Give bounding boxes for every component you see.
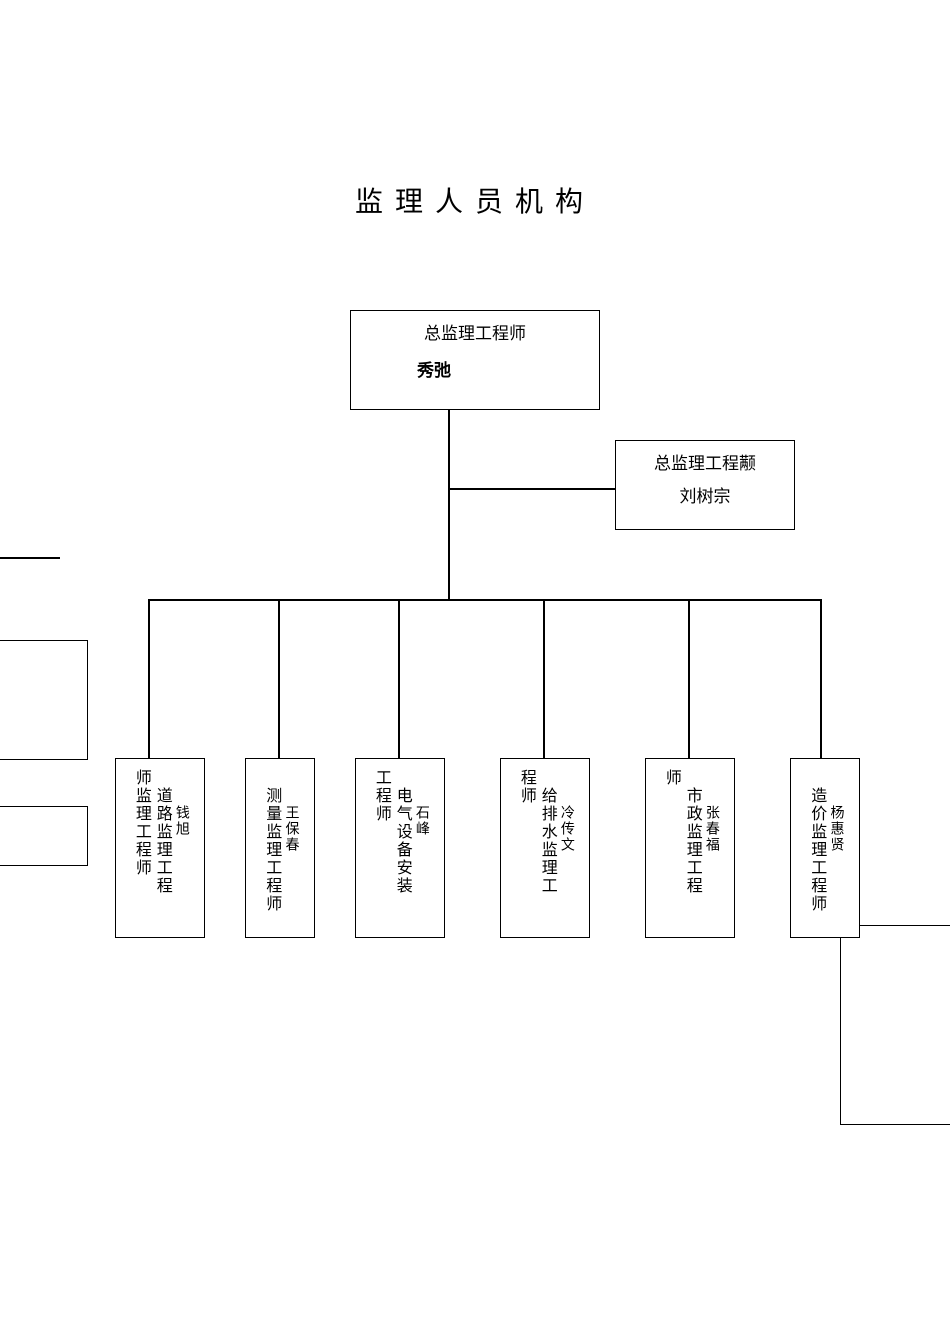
drain-box: 程师 给排水监理工 冷传文 <box>500 758 590 938</box>
drain-role-a: 给排水监理工 <box>536 787 557 895</box>
connector-drop-2 <box>278 599 280 758</box>
connector-drop-1 <box>148 599 150 758</box>
connector-drop-3 <box>398 599 400 758</box>
drain-name: 冷传文 <box>557 805 575 853</box>
empty-box-mid-left <box>0 806 88 866</box>
municipal-name: 张春福 <box>702 805 720 853</box>
municipal-role-b: 师 <box>660 769 681 787</box>
electric-role-a: 电气设备安装 <box>391 787 412 895</box>
chief-box: 总监理工程师 秀弛 <box>350 310 600 410</box>
cost-name: 杨惠贤 <box>826 805 844 853</box>
municipal-role-a: 市政监理工程 <box>681 787 702 895</box>
connector-drop-6 <box>820 599 822 758</box>
connector-drop-4 <box>543 599 545 758</box>
road-role-a: 道路监理工程 <box>151 787 172 895</box>
survey-name: 王保春 <box>281 805 299 853</box>
municipal-box: 师 市政监理工程 张春福 <box>645 758 735 938</box>
connector-deputy-h <box>448 488 615 490</box>
electric-name: 石峰 <box>412 805 430 837</box>
partial-line-left <box>0 557 60 559</box>
connector-main-h <box>148 599 820 601</box>
empty-box-bottom-right <box>840 925 950 1125</box>
deputy-name: 刘树宗 <box>680 482 731 507</box>
road-role-b: 师监理工程师 <box>130 769 151 877</box>
electric-box: 工程师 电气设备安装 石峰 <box>355 758 445 938</box>
page-title: 监理人员机构 <box>0 180 950 220</box>
deputy-box: 总监理工程颟 刘树宗 <box>615 440 795 530</box>
road-box: 师监理工程师 道路监理工程 钱旭 <box>115 758 205 938</box>
electric-role-b: 工程师 <box>370 769 391 823</box>
empty-box-top-left <box>0 640 88 760</box>
chief-name: 秀弛 <box>417 356 451 381</box>
cost-role: 造价监理工程师 <box>806 787 827 913</box>
survey-role: 测量监理工程师 <box>261 787 282 913</box>
deputy-role: 总监理工程颟 <box>654 449 756 474</box>
road-name: 钱旭 <box>172 805 190 837</box>
drain-role-b: 程师 <box>515 769 536 805</box>
chief-role: 总监理工程师 <box>424 319 526 344</box>
connector-drop-5 <box>688 599 690 758</box>
connector-chief-down <box>448 410 450 599</box>
cost-box: 造价监理工程师 杨惠贤 <box>790 758 860 938</box>
survey-box: 测量监理工程师 王保春 <box>245 758 315 938</box>
